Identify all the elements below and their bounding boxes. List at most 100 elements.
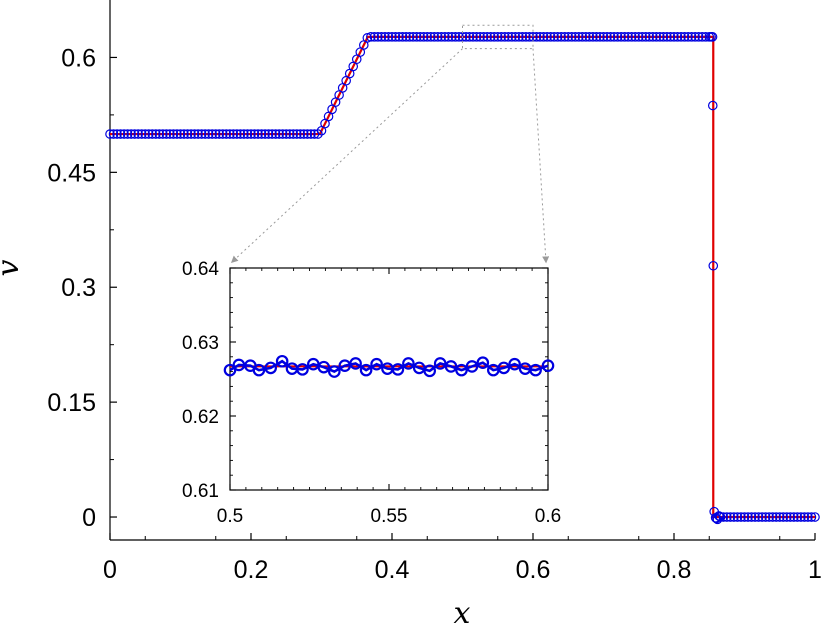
blue-circle-marker [658,32,669,42]
blue-circle-marker [292,129,302,139]
blue-circle-marker [436,32,447,42]
inset-blue-circle-marker [433,357,447,370]
blue-circle-marker [503,32,514,42]
blue-circle-marker [133,129,143,139]
blue-circle-marker [732,512,743,522]
blue-circle-marker [739,512,750,522]
blue-circle-marker [686,32,697,42]
inset-x-tick-label: 0.55 [371,506,408,527]
blue-circle-marker [746,512,757,522]
blue-circle-marker [648,32,658,42]
inset-blue-circle-marker [391,363,405,376]
blue-circle-marker [429,32,440,42]
blue-circle-marker [313,129,323,139]
blue-circle-marker [789,512,799,522]
blue-circle-marker [277,129,288,139]
inset-axes: 0.5 0.55 0.6 0.61 0.62 0.63 0.64 [182,259,561,527]
blue-circle-marker [655,32,665,42]
blue-circle-marker [803,512,813,522]
blue-circle-marker [774,512,785,522]
x-tick-label: 0.2 [234,556,269,584]
blue-circle-marker [373,32,383,42]
inset-y-tick-label: 0.63 [182,333,219,354]
blue-circle-marker [158,129,168,139]
blue-circle-marker [707,32,718,42]
blue-circle-marker [186,129,196,139]
blue-circle-marker [207,129,218,139]
blue-circle-marker [239,129,249,139]
blue-circle-marker [662,32,672,42]
blue-circle-marker [757,512,767,522]
y-tick-label: 0.6 [61,44,96,72]
inset-blue-circle-marker [359,363,373,377]
blue-circle-marker [743,512,753,522]
blue-circle-marker [690,32,700,42]
blue-circle-marker [112,129,122,139]
blue-circle-marker [577,32,588,42]
blue-circle-marker [253,129,263,139]
blue-circle-marker [306,129,316,139]
blue-circle-marker [126,129,136,139]
blue-circle-marker [542,32,552,42]
blue-circle-marker [602,32,612,42]
blue-circle-marker [489,32,500,42]
blue-circle-marker [242,129,253,139]
blue-circle-marker [115,129,126,139]
blue-circle-marker [461,32,471,42]
blue-circle-marker [524,32,535,42]
blue-circle-marker [404,32,415,42]
y-tick-label: 0.3 [61,274,96,302]
blue-circle-marker [105,129,115,139]
x-tick-label: 0 [103,556,117,584]
blue-circle-marker [760,512,771,522]
blue-circle-marker [492,32,503,42]
blue-circle-marker [147,129,158,139]
zoom-guides [230,24,550,264]
blue-circle-marker [172,129,182,139]
blue-circle-marker [531,32,542,42]
blue-circle-marker [559,32,570,42]
y-tick-label: 0 [82,504,96,532]
blue-circle-marker [810,512,820,522]
inset-blue-circle-marker [296,363,309,376]
blue-circle-marker [165,129,175,139]
blue-circle-marker [633,32,644,42]
blue-circle-marker [700,32,711,42]
x-tick-label: 1 [808,556,822,584]
blue-circle-marker [514,32,524,42]
inset-blue-circle-marker [497,361,511,375]
blue-circle-marker [401,32,411,42]
blue-circle-marker [693,32,704,42]
blue-circle-marker [781,512,792,522]
inset-blue-circle-marker [223,363,237,377]
blue-circle-marker [154,129,165,139]
blue-circle-marker [383,32,394,42]
blue-circle-marker [485,32,496,42]
inset-blue-circle-marker [402,357,415,370]
blue-circle-marker [193,129,203,139]
blue-circle-marker [707,100,718,111]
blue-circle-marker [750,512,760,522]
blue-circle-marker [549,32,559,42]
inset-y-tick-label: 0.62 [182,407,219,428]
blue-circle-marker [478,32,489,42]
blue-circle-marker [806,512,817,522]
inset-frame [229,267,549,491]
blue-circle-marker [630,32,641,42]
blue-circle-marker [394,32,404,42]
blue-circle-marker [108,129,119,139]
inset-y-tick-label: 0.61 [182,481,219,502]
blue-circle-marker [140,129,151,139]
blue-circle-marker [708,260,719,271]
inset-blue-circle-marker [317,360,331,374]
inset-blue-circle-marker [264,361,278,375]
blue-circle-marker [168,129,179,139]
blue-circle-marker [729,512,739,522]
blue-circle-marker [450,32,461,42]
blue-circle-marker [792,512,803,522]
blue-circle-marker [182,129,193,139]
blue-circle-marker [122,129,133,139]
blue-circle-marker [644,32,655,42]
main-axes: 0 0.2 0.4 0.6 0.8 1 0 0.15 0.3 0.45 0.6 [47,0,822,584]
blue-circle-marker [143,129,154,139]
